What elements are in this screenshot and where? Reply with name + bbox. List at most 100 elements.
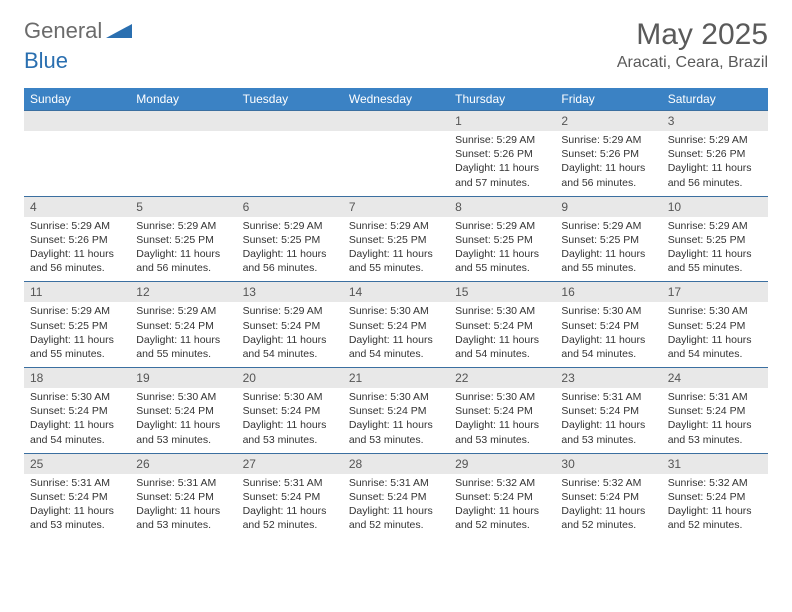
date-body-cell: Sunrise: 5:29 AMSunset: 5:25 PMDaylight:… (130, 217, 236, 282)
sunrise-text: Sunrise: 5:31 AM (668, 390, 762, 404)
date-number-cell: 30 (555, 453, 661, 474)
daylight-text: Daylight: 11 hours and 53 minutes. (136, 418, 230, 446)
sunset-text: Sunset: 5:24 PM (243, 319, 337, 333)
date-number-cell (130, 111, 236, 132)
daylight-text: Daylight: 11 hours and 52 minutes. (561, 504, 655, 532)
sunset-text: Sunset: 5:26 PM (30, 233, 124, 247)
date-number-cell: 2 (555, 111, 661, 132)
date-number-cell: 13 (237, 282, 343, 303)
calendar-table: Sunday Monday Tuesday Wednesday Thursday… (24, 88, 768, 538)
date-body-row: Sunrise: 5:30 AMSunset: 5:24 PMDaylight:… (24, 388, 768, 453)
sunset-text: Sunset: 5:24 PM (455, 490, 549, 504)
date-number-cell: 10 (662, 196, 768, 217)
date-number-cell: 12 (130, 282, 236, 303)
dow-monday: Monday (130, 88, 236, 111)
sunrise-text: Sunrise: 5:29 AM (136, 219, 230, 233)
sunrise-text: Sunrise: 5:32 AM (668, 476, 762, 490)
sunrise-text: Sunrise: 5:31 AM (561, 390, 655, 404)
sunrise-text: Sunrise: 5:30 AM (349, 390, 443, 404)
sunrise-text: Sunrise: 5:29 AM (668, 219, 762, 233)
date-number-cell: 19 (130, 368, 236, 389)
sunset-text: Sunset: 5:25 PM (30, 319, 124, 333)
date-body-cell: Sunrise: 5:31 AMSunset: 5:24 PMDaylight:… (662, 388, 768, 453)
date-body-cell: Sunrise: 5:30 AMSunset: 5:24 PMDaylight:… (237, 388, 343, 453)
date-number-cell: 6 (237, 196, 343, 217)
sunset-text: Sunset: 5:25 PM (349, 233, 443, 247)
dow-thursday: Thursday (449, 88, 555, 111)
sunset-text: Sunset: 5:26 PM (455, 147, 549, 161)
daylight-text: Daylight: 11 hours and 56 minutes. (30, 247, 124, 275)
daylight-text: Daylight: 11 hours and 53 minutes. (561, 418, 655, 446)
daylight-text: Daylight: 11 hours and 52 minutes. (455, 504, 549, 532)
date-body-row: Sunrise: 5:29 AMSunset: 5:26 PMDaylight:… (24, 131, 768, 196)
logo: General (24, 18, 132, 44)
date-number-row: 45678910 (24, 196, 768, 217)
sunset-text: Sunset: 5:24 PM (455, 319, 549, 333)
daylight-text: Daylight: 11 hours and 54 minutes. (243, 333, 337, 361)
sunset-text: Sunset: 5:24 PM (455, 404, 549, 418)
date-number-cell: 5 (130, 196, 236, 217)
date-body-cell: Sunrise: 5:29 AMSunset: 5:26 PMDaylight:… (662, 131, 768, 196)
sunrise-text: Sunrise: 5:30 AM (561, 304, 655, 318)
dow-sunday: Sunday (24, 88, 130, 111)
daylight-text: Daylight: 11 hours and 53 minutes. (349, 418, 443, 446)
daylight-text: Daylight: 11 hours and 53 minutes. (30, 504, 124, 532)
daylight-text: Daylight: 11 hours and 56 minutes. (561, 161, 655, 189)
date-body-row: Sunrise: 5:29 AM Sunset: 5:25 PM Daylight:… (24, 302, 768, 367)
date-number-cell: 17 (662, 282, 768, 303)
date-number-cell: 1 (449, 111, 555, 132)
date-body-cell: Sunrise: 5:29 AMSunset: 5:26 PMDaylight:… (555, 131, 661, 196)
date-body-cell: Sunrise: 5:32 AMSunset: 5:24 PMDaylight:… (449, 474, 555, 539)
date-number-cell: 24 (662, 368, 768, 389)
date-body-cell: Sunrise: 5:29 AMSunset: 5:25 PMDaylight:… (24, 302, 130, 367)
date-body-cell: Sunrise: 5:30 AMSunset: 5:24 PMDaylight:… (449, 302, 555, 367)
title-block: May 2025 Aracati, Ceara, Brazil (617, 18, 768, 72)
sunset-text: Sunset: 5:24 PM (668, 490, 762, 504)
date-number-row: 123 (24, 111, 768, 132)
sunset-text: Sunset: 5:24 PM (668, 404, 762, 418)
date-body-cell: Sunrise: 5:29 AMSunset: 5:25 PMDaylight:… (662, 217, 768, 282)
date-number-cell: 16 (555, 282, 661, 303)
date-body-cell (237, 131, 343, 196)
sunset-text: Sunset: 5:26 PM (561, 147, 655, 161)
date-body-row: Sunrise: 5:29 AMSunset: 5:26 PMDaylight:… (24, 217, 768, 282)
sunrise-text: Sunrise: 5:31 AM (243, 476, 337, 490)
date-number-cell: 14 (343, 282, 449, 303)
sunset-text: Sunset: 5:25 PM (136, 233, 230, 247)
calendar-body: 123 Sunrise: 5:29 AMSunset: 5:26 PMDayli… (24, 111, 768, 539)
sunset-text: Sunset: 5:24 PM (136, 319, 230, 333)
daylight-text: Daylight: 11 hours and 56 minutes. (243, 247, 337, 275)
date-number-cell: 4 (24, 196, 130, 217)
sunrise-text: Sunrise: 5:30 AM (668, 304, 762, 318)
sunrise-text: Sunrise: 5:29 AM (243, 304, 337, 318)
date-number-cell: 20 (237, 368, 343, 389)
sunset-text: Sunset: 5:25 PM (561, 233, 655, 247)
daylight-text: Daylight: 11 hours and 54 minutes. (668, 333, 762, 361)
sunrise-text: Sunrise: 5:30 AM (243, 390, 337, 404)
sunset-text: Sunset: 5:24 PM (349, 404, 443, 418)
date-body-cell: Sunrise: 5:30 AMSunset: 5:24 PMDaylight:… (24, 388, 130, 453)
date-body-cell: Sunrise: 5:30 AMSunset: 5:24 PMDaylight:… (555, 302, 661, 367)
date-body-cell: Sunrise: 5:32 AMSunset: 5:24 PMDaylight:… (555, 474, 661, 539)
sunrise-text: Sunrise: 5:32 AM (455, 476, 549, 490)
page-title: May 2025 (617, 18, 768, 52)
date-body-cell: Sunrise: 5:30 AMSunset: 5:24 PMDaylight:… (343, 388, 449, 453)
date-body-cell: Sunrise: 5:31 AMSunset: 5:24 PMDaylight:… (130, 474, 236, 539)
sunset-text: Sunset: 5:24 PM (30, 404, 124, 418)
sunset-text: Sunset: 5:25 PM (243, 233, 337, 247)
sunrise-text: Sunrise: 5:29 AM (455, 219, 549, 233)
sunrise-text: Sunrise: 5:30 AM (30, 390, 124, 404)
location-subtitle: Aracati, Ceara, Brazil (617, 54, 768, 72)
date-number-cell: 15 (449, 282, 555, 303)
day-of-week-row: Sunday Monday Tuesday Wednesday Thursday… (24, 88, 768, 111)
calendar-page: General May 2025 Aracati, Ceara, Brazil … (0, 0, 792, 548)
daylight-text: Daylight: 11 hours and 52 minutes. (349, 504, 443, 532)
date-number-cell: 29 (449, 453, 555, 474)
daylight-text: Daylight: 11 hours and 55 minutes. (668, 247, 762, 275)
sunrise-text: Sunrise: 5:31 AM (136, 476, 230, 490)
daylight-text: Daylight: 11 hours and 55 minutes. (455, 247, 549, 275)
sunrise-text: Sunrise: 5:29 AM (243, 219, 337, 233)
date-body-cell: Sunrise: 5:29 AMSunset: 5:24 PMDaylight:… (237, 302, 343, 367)
date-body-cell: Sunrise: 5:30 AMSunset: 5:24 PMDaylight:… (662, 302, 768, 367)
sunset-text: Sunset: 5:24 PM (30, 490, 124, 504)
